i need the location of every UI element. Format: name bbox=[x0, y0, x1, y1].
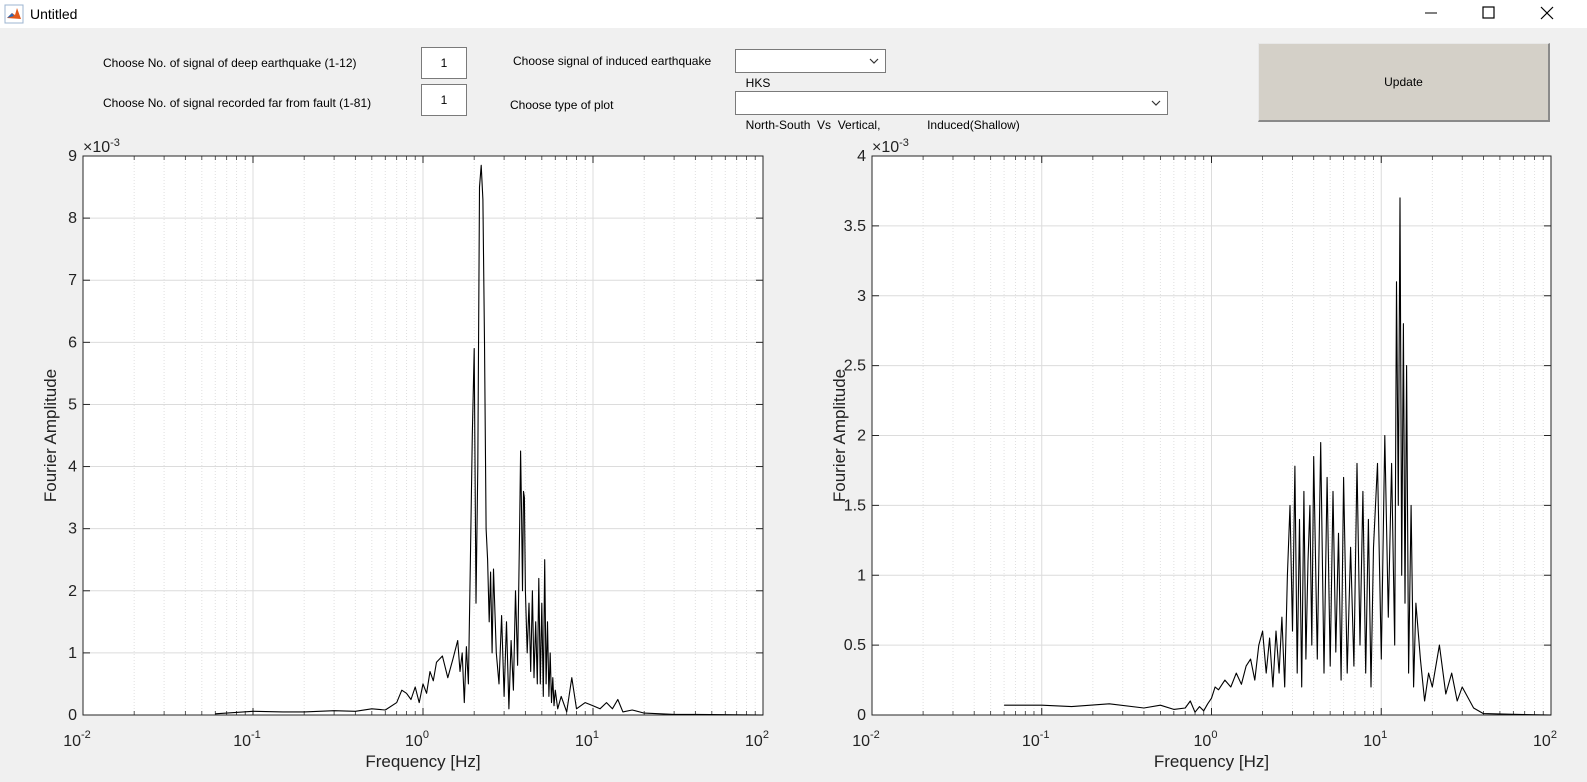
x-tick-label: 101 bbox=[1363, 729, 1387, 750]
y-tick-label: 7 bbox=[68, 272, 77, 289]
y-axis-label: Fourier Amplitude bbox=[830, 369, 849, 502]
plot-type-dropdown[interactable]: North-South Vs Vertical, Induced(Shallow… bbox=[735, 91, 1168, 132]
x-tick-label: 102 bbox=[1533, 729, 1557, 750]
x-tick-label: 100 bbox=[1194, 729, 1218, 750]
chevron-down-icon bbox=[869, 58, 879, 64]
y-tick-label: 4 bbox=[857, 148, 866, 165]
far-signal-input[interactable]: 1 bbox=[421, 84, 467, 116]
x-axis-label: Frequency [Hz] bbox=[365, 752, 480, 771]
y-tick-label: 4 bbox=[68, 459, 77, 476]
series-line bbox=[215, 164, 764, 716]
series-line bbox=[1004, 197, 1552, 716]
y-tick-label: 3 bbox=[68, 521, 77, 538]
x-tick-label: 10-2 bbox=[852, 729, 880, 750]
y-tick-label: 2.5 bbox=[844, 358, 866, 375]
deep-signal-label: Choose No. of signal of deep earthquake … bbox=[103, 56, 357, 70]
induced-signal-value: HKS bbox=[745, 76, 771, 90]
far-signal-label: Choose No. of signal recorded far from f… bbox=[103, 96, 372, 110]
y-tick-label: 9 bbox=[68, 148, 77, 165]
y-tick-label: 8 bbox=[68, 210, 77, 227]
deep-signal-input[interactable]: 1 bbox=[421, 47, 467, 79]
y-tick-label: 3.5 bbox=[844, 218, 866, 235]
chevron-down-icon bbox=[1151, 100, 1161, 106]
plot-type-label: Choose type of plot bbox=[510, 98, 614, 112]
y-tick-label: 0.5 bbox=[844, 637, 866, 654]
minimize-button[interactable] bbox=[1408, 0, 1454, 28]
induced-signal-label: Choose signal of induced earthquake bbox=[513, 54, 712, 68]
y-tick-label: 0 bbox=[857, 707, 866, 724]
y-axis-label: Fourier Amplitude bbox=[41, 369, 60, 502]
induced-signal-dropdown[interactable]: HKS bbox=[735, 49, 886, 90]
y-tick-label: 1 bbox=[857, 567, 866, 584]
y-tick-label: 2 bbox=[857, 428, 866, 445]
close-button[interactable] bbox=[1523, 0, 1569, 28]
y-tick-label: 0 bbox=[68, 707, 77, 724]
update-button[interactable]: Update bbox=[1258, 43, 1550, 122]
y-tick-label: 5 bbox=[68, 396, 77, 413]
window-title: Untitled bbox=[30, 6, 78, 22]
y-tick-label: 1 bbox=[68, 645, 77, 662]
plot-type-value: North-South Vs Vertical, Induced(Shallow… bbox=[745, 118, 1020, 132]
exponent-label: ×10-3 bbox=[872, 137, 909, 156]
x-axis-label: Frequency [Hz] bbox=[1154, 752, 1269, 771]
x-tick-label: 10-1 bbox=[1022, 729, 1050, 750]
y-tick-label: 3 bbox=[857, 288, 866, 305]
y-tick-label: 2 bbox=[68, 583, 77, 600]
maximize-button[interactable] bbox=[1465, 0, 1511, 28]
matlab-icon bbox=[4, 4, 24, 24]
y-tick-label: 6 bbox=[68, 334, 77, 351]
title-bar: Untitled bbox=[0, 0, 1587, 28]
y-tick-label: 1.5 bbox=[844, 497, 866, 514]
